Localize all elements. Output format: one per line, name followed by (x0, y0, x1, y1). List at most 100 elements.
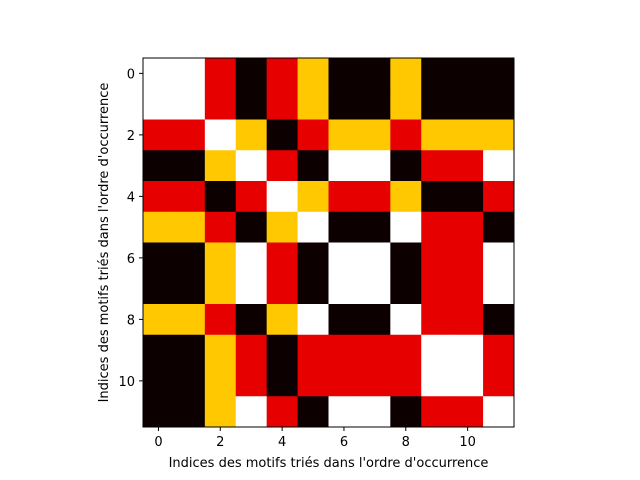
heatmap-cell-1-9 (421, 88, 453, 120)
heatmap-cell-4-5 (297, 181, 329, 213)
heatmap-cell-9-10 (452, 334, 484, 366)
heatmap-cell-11-7 (359, 396, 391, 428)
heatmap-cell-2-3 (235, 119, 268, 151)
heatmap-cell-2-7 (359, 119, 391, 151)
heatmap-cell-3-8 (390, 150, 422, 182)
heatmap-cell-11-3 (235, 396, 268, 428)
heatmap-cell-3-9 (421, 150, 453, 182)
heatmap-cell-6-6 (328, 242, 360, 274)
heatmap-cell-10-9 (421, 365, 453, 397)
heatmap-cell-7-4 (266, 273, 298, 305)
heatmap-cell-9-4 (266, 334, 298, 366)
heatmap-cell-2-9 (421, 119, 453, 151)
heatmap-cell-1-1 (173, 88, 206, 120)
heatmap-cell-10-10 (452, 365, 484, 397)
heatmap-cell-6-9 (421, 242, 453, 274)
heatmap-cell-2-2 (204, 119, 237, 151)
x-tick-label: 6 (340, 435, 348, 450)
heatmap-cell-3-11 (483, 150, 515, 182)
heatmap-cell-10-8 (390, 365, 422, 397)
heatmap-cells (143, 58, 515, 428)
heatmap-cell-2-5 (297, 119, 329, 151)
y-tick-label: 6 (127, 252, 135, 267)
heatmap-cell-10-6 (328, 365, 360, 397)
heatmap-cell-7-5 (297, 273, 329, 305)
heatmap-cell-6-11 (483, 242, 515, 274)
y-tick-label: 4 (127, 190, 135, 205)
heatmap-cell-6-4 (266, 242, 298, 274)
heatmap-cell-10-5 (297, 365, 329, 397)
heatmap-cell-8-11 (483, 304, 515, 336)
heatmap-cell-4-3 (235, 181, 268, 213)
x-tick-label: 2 (216, 435, 224, 450)
y-axis-ticks: 0 2 4 6 8 10 (118, 67, 143, 390)
heatmap-cell-8-8 (390, 304, 422, 336)
heatmap-cell-8-1 (173, 304, 206, 336)
heatmap-cell-9-2 (204, 334, 237, 366)
y-tick-label: 0 (127, 67, 135, 82)
heatmap-cell-1-0 (143, 88, 175, 120)
heatmap-cell-0-5 (297, 58, 329, 90)
heatmap-cell-4-2 (204, 181, 237, 213)
heatmap-cell-7-3 (235, 273, 268, 305)
heatmap-cell-7-7 (359, 273, 391, 305)
heatmap-cell-7-6 (328, 273, 360, 305)
heatmap-cell-7-2 (204, 273, 237, 305)
heatmap-cell-5-4 (266, 211, 298, 243)
heatmap-cell-11-10 (452, 396, 484, 428)
heatmap-cell-3-4 (266, 150, 298, 182)
heatmap-cell-4-10 (452, 181, 484, 213)
heatmap-cell-7-11 (483, 273, 515, 305)
heatmap-cell-8-4 (266, 304, 298, 336)
heatmap-cell-9-6 (328, 334, 360, 366)
heatmap-cell-0-3 (235, 58, 268, 90)
heatmap-cell-7-10 (452, 273, 484, 305)
heatmap-cell-9-11 (483, 334, 515, 366)
heatmap-cell-2-0 (143, 119, 175, 151)
heatmap-cell-7-0 (143, 273, 175, 305)
heatmap-cell-4-4 (266, 181, 298, 213)
heatmap-cell-5-10 (452, 211, 484, 243)
heatmap-cell-3-10 (452, 150, 484, 182)
heatmap-cell-5-2 (204, 211, 237, 243)
x-tick-label: 4 (278, 435, 286, 450)
heatmap-cell-1-5 (297, 88, 329, 120)
plot-frame (142, 57, 515, 428)
heatmap-cell-9-3 (235, 334, 268, 366)
heatmap-cell-8-3 (235, 304, 268, 336)
heatmap-cell-0-9 (421, 58, 453, 90)
heatmap-cell-11-8 (390, 396, 422, 428)
heatmap-cell-0-1 (173, 58, 206, 90)
y-tick-label: 2 (127, 129, 135, 144)
heatmap-cell-1-2 (204, 88, 237, 120)
heatmap-cell-0-8 (390, 58, 422, 90)
heatmap-cell-10-4 (266, 365, 298, 397)
heatmap-cell-0-2 (204, 58, 237, 90)
heatmap-cell-11-11 (483, 396, 515, 428)
x-tick-label: 10 (459, 435, 476, 450)
heatmap-cell-2-4 (266, 119, 298, 151)
heatmap-cell-11-5 (297, 396, 329, 428)
heatmap-cell-10-0 (143, 365, 175, 397)
heatmap-cell-2-1 (173, 119, 206, 151)
heatmap-cell-5-0 (143, 211, 175, 243)
heatmap-cell-5-7 (359, 211, 391, 243)
x-axis-ticks: 0 2 4 6 8 10 (154, 427, 476, 450)
heatmap-cell-10-1 (173, 365, 206, 397)
heatmap-cell-0-0 (143, 58, 175, 90)
heatmap-cell-11-9 (421, 396, 453, 428)
heatmap-cell-9-1 (173, 334, 206, 366)
heatmap-cell-9-9 (421, 334, 453, 366)
heatmap-cell-1-7 (359, 88, 391, 120)
heatmap-cell-6-10 (452, 242, 484, 274)
heatmap-cell-5-5 (297, 211, 329, 243)
heatmap-cell-1-4 (266, 88, 298, 120)
y-axis-label: Indices des motifs triés dans l'ordre d'… (97, 83, 112, 403)
heatmap-cell-3-3 (235, 150, 268, 182)
heatmap-cell-3-6 (328, 150, 360, 182)
heatmap-cell-8-2 (204, 304, 237, 336)
heatmap-cell-0-6 (328, 58, 360, 90)
heatmap-cell-1-11 (483, 88, 515, 120)
heatmap-cell-5-1 (173, 211, 206, 243)
